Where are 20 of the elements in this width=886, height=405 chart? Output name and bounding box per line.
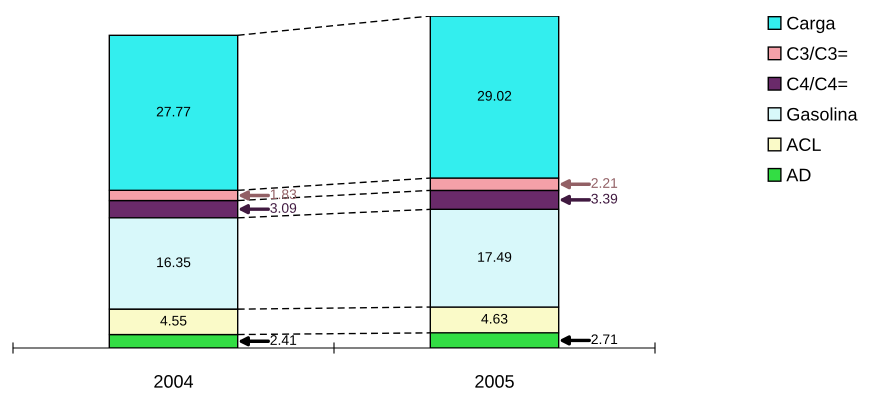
- data-label: 29.02: [478, 90, 512, 101]
- legend-label: C4/C4=: [787, 76, 848, 90]
- data-label: 2.71: [592, 334, 618, 344]
- legend-label: ACL: [786, 138, 821, 152]
- legend-label: Gasolina: [787, 107, 858, 121]
- data-label: 27.77: [156, 106, 190, 116]
- legend-label: AD: [786, 168, 811, 182]
- x-tick-label: 2004: [154, 375, 194, 388]
- data-label: 2.41: [270, 335, 296, 345]
- data-label: 3.39: [591, 194, 618, 204]
- x-tick-label: 2005: [475, 375, 514, 388]
- data-label: 1.83: [270, 189, 296, 200]
- legend-label: Carga: [787, 16, 836, 34]
- data-label: 16.35: [157, 257, 190, 268]
- data-label: 3.09: [270, 203, 296, 213]
- data-label: 4.63: [481, 314, 508, 324]
- data-label: 4.55: [160, 316, 186, 326]
- data-label: 2.21: [592, 178, 618, 188]
- legend-label: C3/C3=: [787, 46, 848, 60]
- data-label: 17.49: [478, 252, 512, 262]
